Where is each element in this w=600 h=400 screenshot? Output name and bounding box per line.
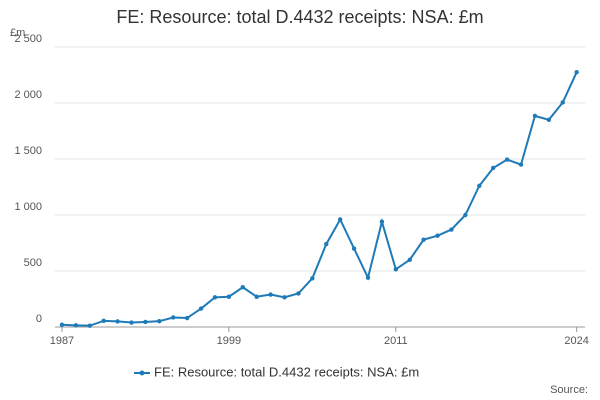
y-tick-label: 1 500 — [14, 145, 42, 157]
point — [212, 295, 218, 300]
x-tick-label: 1987 — [50, 335, 74, 347]
source: Source: — [550, 384, 588, 396]
point — [296, 291, 301, 296]
line — [61, 71, 578, 327]
point — [115, 319, 120, 324]
point — [184, 315, 190, 321]
point — [337, 217, 343, 222]
chart-title: FE: Resource: total D.4432 receipts: NSA… — [116, 7, 483, 27]
y-axis-label: £m — [10, 27, 25, 39]
point — [310, 276, 315, 281]
y-tick-label: 2 000 — [14, 89, 42, 101]
point — [407, 257, 412, 262]
point — [129, 320, 134, 325]
point — [449, 227, 454, 232]
point — [226, 294, 232, 299]
legend-marker — [139, 370, 145, 376]
point — [59, 322, 65, 327]
point — [282, 295, 287, 300]
y-tick-label: 1 000 — [14, 201, 42, 213]
y-tick-label: 500 — [24, 257, 42, 269]
point — [574, 70, 579, 75]
point — [101, 318, 106, 324]
point — [365, 275, 371, 280]
y-tick-label: 0 — [36, 313, 42, 325]
point — [546, 117, 552, 123]
point — [379, 219, 385, 224]
point — [463, 212, 468, 218]
point — [532, 113, 538, 119]
point — [268, 292, 273, 297]
point — [435, 233, 440, 238]
point — [198, 306, 204, 311]
point — [490, 165, 496, 171]
point — [560, 100, 565, 105]
point — [87, 323, 92, 328]
point — [143, 319, 148, 325]
point — [73, 323, 79, 328]
x-tick-label: 1999 — [217, 335, 241, 347]
point — [504, 157, 510, 162]
y-tick-label: 2 500 — [14, 33, 42, 45]
point — [393, 267, 399, 272]
x-tick-label: 2011 — [384, 335, 408, 347]
x-tick-label: 2024 — [564, 335, 588, 347]
point — [518, 162, 524, 167]
point — [254, 294, 259, 299]
point — [324, 241, 329, 247]
point — [477, 183, 482, 189]
point — [157, 318, 162, 324]
point — [240, 285, 245, 290]
point — [351, 246, 357, 251]
legend-label: FE: Resource: total D.4432 receipts: NSA… — [154, 364, 419, 379]
point — [421, 237, 426, 242]
point — [171, 315, 176, 320]
